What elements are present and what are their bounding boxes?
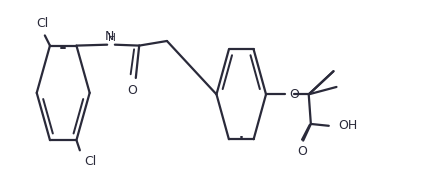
Text: O: O bbox=[127, 84, 137, 97]
Text: H: H bbox=[107, 33, 115, 43]
Text: O: O bbox=[289, 88, 299, 101]
Text: N: N bbox=[104, 30, 114, 43]
Text: OH: OH bbox=[337, 119, 357, 132]
Text: Cl: Cl bbox=[84, 155, 96, 169]
Text: Cl: Cl bbox=[37, 17, 49, 30]
Text: O: O bbox=[296, 145, 307, 158]
